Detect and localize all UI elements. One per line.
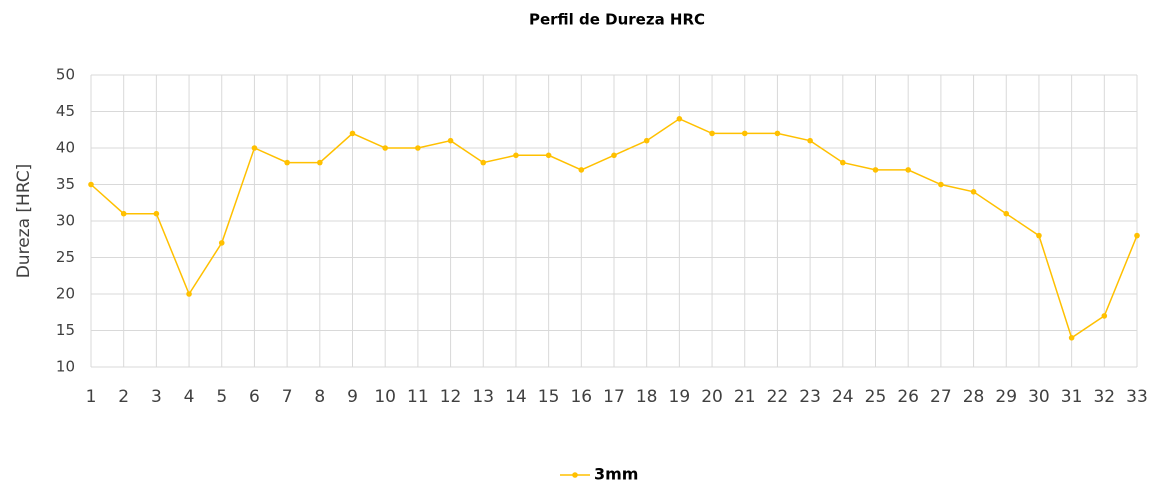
x-tick-label: 5 xyxy=(216,387,227,407)
x-tick-label: 25 xyxy=(865,387,887,407)
x-tick-label: 17 xyxy=(603,387,625,407)
y-tick-label: 20 xyxy=(56,285,75,303)
data-point xyxy=(709,130,715,137)
x-tick-label: 6 xyxy=(249,387,260,407)
data-point xyxy=(807,137,813,144)
x-tick-label: 16 xyxy=(570,387,592,407)
x-tick-label: 8 xyxy=(314,387,325,407)
y-tick-label: 10 xyxy=(56,358,75,376)
data-point xyxy=(1036,232,1042,239)
data-point xyxy=(1068,335,1075,341)
x-tick-label: 14 xyxy=(505,387,527,407)
x-tick-label: 18 xyxy=(636,387,658,407)
data-point xyxy=(88,181,94,188)
x-tick-label: 21 xyxy=(734,387,756,407)
y-tick-label: 25 xyxy=(56,248,75,266)
data-point xyxy=(774,130,781,137)
data-point xyxy=(545,152,552,159)
y-tick-label: 30 xyxy=(56,212,75,230)
data-point xyxy=(480,159,487,166)
x-tick-label: 30 xyxy=(1028,387,1050,407)
data-point xyxy=(415,145,421,151)
x-tick-label: 9 xyxy=(347,387,358,407)
x-tick-label: 15 xyxy=(538,387,560,407)
x-tick-label: 22 xyxy=(767,387,789,407)
data-point xyxy=(905,167,911,173)
x-tick-label: 31 xyxy=(1061,387,1083,407)
x-tick-label: 2 xyxy=(118,387,129,407)
x-tick-label: 7 xyxy=(282,387,293,407)
data-point xyxy=(186,291,192,297)
x-tick-label: 29 xyxy=(995,387,1017,407)
data-point xyxy=(611,152,617,159)
y-tick-label: 45 xyxy=(56,102,75,120)
data-point xyxy=(840,159,846,166)
chart-title: Perfil de Dureza HRC xyxy=(529,11,705,29)
data-point xyxy=(578,167,585,173)
legend-label: 3mm xyxy=(594,465,638,484)
data-point xyxy=(872,167,879,173)
x-tick-label: 10 xyxy=(374,387,396,407)
data-point xyxy=(676,116,683,122)
x-tick-label: 33 xyxy=(1126,387,1148,407)
x-tick-label: 20 xyxy=(701,387,723,407)
y-tick-label: 40 xyxy=(56,139,75,157)
y-tick-label: 50 xyxy=(56,66,75,84)
x-tick-label: 1 xyxy=(86,387,97,407)
x-tick-label: 3 xyxy=(151,387,162,407)
data-point xyxy=(1101,313,1108,319)
y-tick-label: 15 xyxy=(56,321,75,339)
data-point xyxy=(938,181,944,188)
data-point xyxy=(317,159,323,166)
x-tick-label: 27 xyxy=(930,387,952,407)
x-tick-label: 24 xyxy=(832,387,854,407)
data-point xyxy=(218,240,225,246)
x-tick-label: 19 xyxy=(669,387,691,407)
x-tick-label: 4 xyxy=(184,387,195,407)
data-point xyxy=(741,130,748,137)
x-tick-label: 26 xyxy=(897,387,919,407)
x-tick-label: 12 xyxy=(440,387,462,407)
data-point xyxy=(284,159,290,166)
data-point xyxy=(643,137,650,144)
x-tick-label: 23 xyxy=(799,387,821,407)
data-point xyxy=(513,152,519,159)
data-point xyxy=(1003,210,1010,217)
x-tick-label: 32 xyxy=(1093,387,1115,407)
data-point xyxy=(251,145,258,151)
data-point xyxy=(1134,232,1140,239)
data-point xyxy=(970,189,977,195)
x-tick-label: 28 xyxy=(963,387,985,407)
y-tick-label: 35 xyxy=(56,175,75,193)
legend-marker xyxy=(572,472,578,478)
x-tick-label: 13 xyxy=(472,387,494,407)
data-point xyxy=(382,145,388,151)
y-axis-label: Dureza [HRC] xyxy=(14,164,34,279)
x-tick-label: 11 xyxy=(407,387,429,407)
data-point xyxy=(447,137,454,144)
data-point xyxy=(153,210,160,217)
data-point xyxy=(120,210,127,217)
data-point xyxy=(349,130,356,137)
